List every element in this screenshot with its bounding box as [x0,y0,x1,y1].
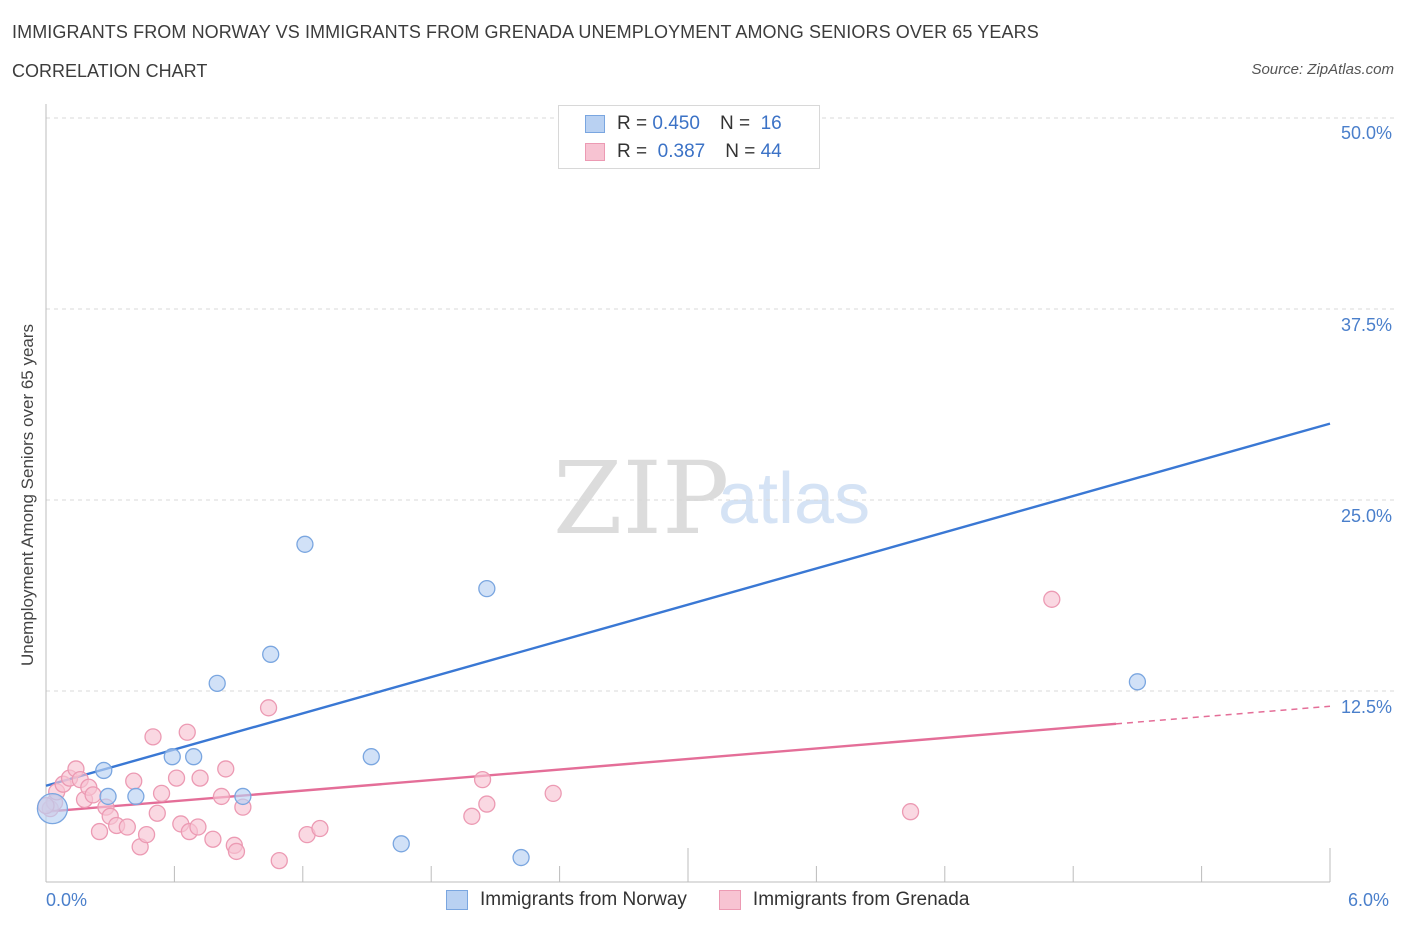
grenada-point [227,842,246,861]
norway-point [478,579,496,598]
grenada-point [125,772,143,790]
norway-point [95,761,113,780]
norway-point [185,748,203,766]
norway-point [362,748,380,766]
grenada-swatch [585,143,605,161]
grenada-point [478,795,496,813]
source-credit: Source: ZipAtlas.com [1251,61,1394,78]
grenada-point [90,822,109,841]
norway-point [127,787,145,806]
series-legend: Immigrants from Norway Immigrants from G… [446,889,1001,911]
grenada-point [212,787,231,806]
n-value: 16 [760,113,782,134]
stats-legend: R = 0.450 N = 16 R = 0.387 N = 44 [558,105,820,169]
norway-point [36,793,69,825]
y-axis-label: Unemployment Among Seniors over 65 years [18,323,37,667]
r-value: 0.450 [652,113,700,134]
grenada-point [152,784,171,803]
norway-point [208,674,226,693]
trend-line [45,722,1117,813]
n-value: 44 [760,141,782,162]
y-tick-label: 37.5% [1340,315,1392,335]
grenada-point [259,699,278,717]
r-label: R = [617,141,648,162]
y-tick-label: 25.0% [1340,506,1392,526]
legend-row-grenada: R = 0.387 N = 44 [585,140,782,164]
grenada-point [189,818,207,836]
watermark-zip: ZIP [553,440,730,557]
chart-subtitle: CORRELATION CHART [12,61,208,81]
y-tick-label: 12.5% [1340,697,1392,717]
norway-point [1128,673,1147,691]
trend-line [45,422,1331,787]
norway-point [262,645,280,663]
grenada-point [901,803,920,821]
gridlines [46,117,1394,692]
grenada-point [217,760,235,778]
grenada-point [544,784,562,803]
grenada-point [137,825,156,844]
grenada-point [1043,590,1061,608]
norway-point [99,787,117,806]
norway-point [163,748,181,766]
norway-point [512,848,530,867]
norway-point [234,787,252,806]
r-label: R = [617,113,648,134]
data-points [36,109,1147,870]
chart-title: IMMIGRANTS FROM NORWAY VS IMMIGRANTS FRO… [12,22,1039,42]
grenada-point [463,807,481,825]
x-tick-label: 0.0% [46,890,88,910]
x-tick-label: 6.0% [1348,890,1390,910]
grenada-point [473,770,492,789]
trend-lines [45,422,1331,813]
grenada-point [204,830,222,848]
legend-label: Immigrants from Norway [480,889,687,910]
r-value: 0.387 [657,141,706,162]
grenada-point [144,728,162,746]
grenada-point [148,804,166,822]
grenada-point [118,818,136,836]
norway-legend-swatch [446,890,468,910]
grenada-point [84,786,102,804]
legend-item-grenada[interactable]: Immigrants from Grenada [718,889,970,911]
y-tick-label: 50.0% [1340,123,1392,143]
legend-item-norway[interactable]: Immigrants from Norway [446,889,687,911]
norway-point [392,835,410,853]
norway-swatch [585,115,605,133]
legend-label: Immigrants from Grenada [752,889,970,910]
n-label: N = [719,113,751,134]
grenada-point [270,851,288,870]
watermark-atlas: atlas [718,459,871,539]
grenada-legend-swatch [718,890,741,910]
norway-point [296,535,314,553]
grenada-point [167,769,186,787]
grenada-point [191,769,209,787]
legend-row-norway: R = 0.450 N = 16 [585,112,782,136]
axes [45,104,1331,883]
grenada-point [311,819,329,838]
grenada-point [178,723,196,741]
n-label: N = [725,141,756,162]
trend-line-extension [1115,705,1331,725]
